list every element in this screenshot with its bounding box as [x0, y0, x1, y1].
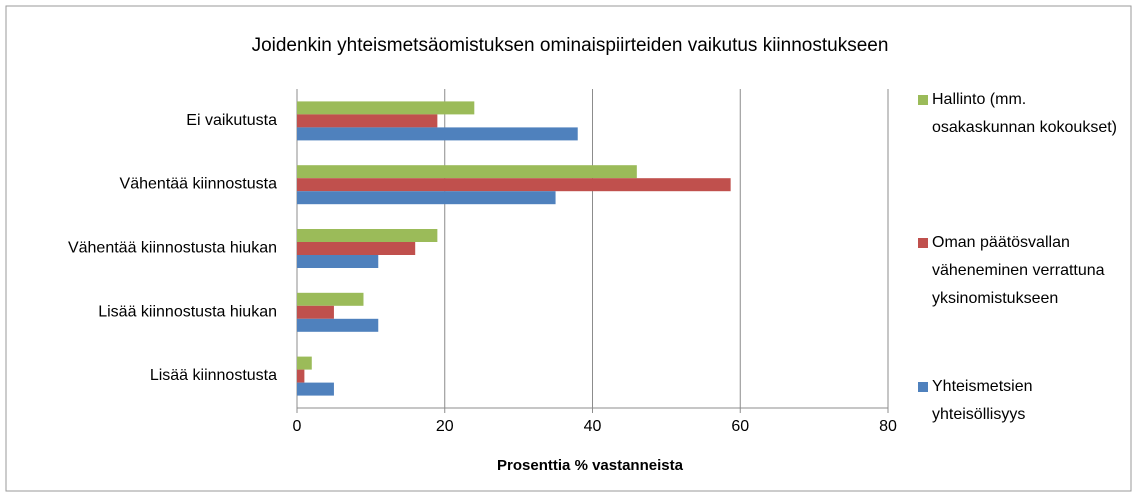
y-tick-label: Lisää kiinnostusta hiukan — [98, 304, 277, 321]
x-tick-label: 40 — [584, 418, 602, 435]
bar — [297, 114, 438, 128]
bar — [297, 127, 578, 141]
y-tick-label: Ei vaikutusta — [186, 112, 277, 129]
chart-title: Joidenkin yhteismetsäomistuksen ominaisp… — [252, 35, 889, 56]
bar — [297, 369, 305, 383]
bar — [297, 292, 364, 306]
bar — [297, 356, 312, 370]
y-tick-label: Vähentää kiinnostusta — [120, 176, 278, 193]
bar — [297, 229, 438, 242]
x-tick-label: 60 — [731, 418, 749, 435]
legend-swatch — [918, 95, 928, 105]
bar — [297, 255, 379, 268]
bar — [297, 101, 475, 115]
bar — [297, 242, 416, 255]
x-tick-label: 0 — [293, 418, 302, 435]
legend-label: Yhteismetsien yhteisöllisyys — [932, 378, 1033, 423]
bar — [297, 191, 556, 205]
bar — [297, 382, 334, 396]
legend-swatch — [918, 238, 928, 248]
y-tick-label: Vähentää kiinnostusta hiukan — [68, 240, 277, 257]
y-tick-label: Lisää kiinnostusta — [150, 367, 277, 384]
legend-swatch — [918, 382, 928, 392]
bar — [297, 178, 731, 192]
x-tick-label: 20 — [436, 418, 454, 435]
x-axis-title: Prosenttia % vastanneista — [497, 457, 684, 474]
bar — [297, 318, 379, 332]
x-tick-label: 80 — [879, 418, 897, 435]
bar — [297, 165, 637, 179]
legend-label: Hallinto (mm. osakaskunnan kokoukset) — [932, 91, 1117, 136]
legend-label: Oman päätösvallan väheneminen verrattuna y… — [932, 234, 1105, 307]
bar — [297, 305, 334, 319]
chart-border — [5, 5, 1132, 492]
